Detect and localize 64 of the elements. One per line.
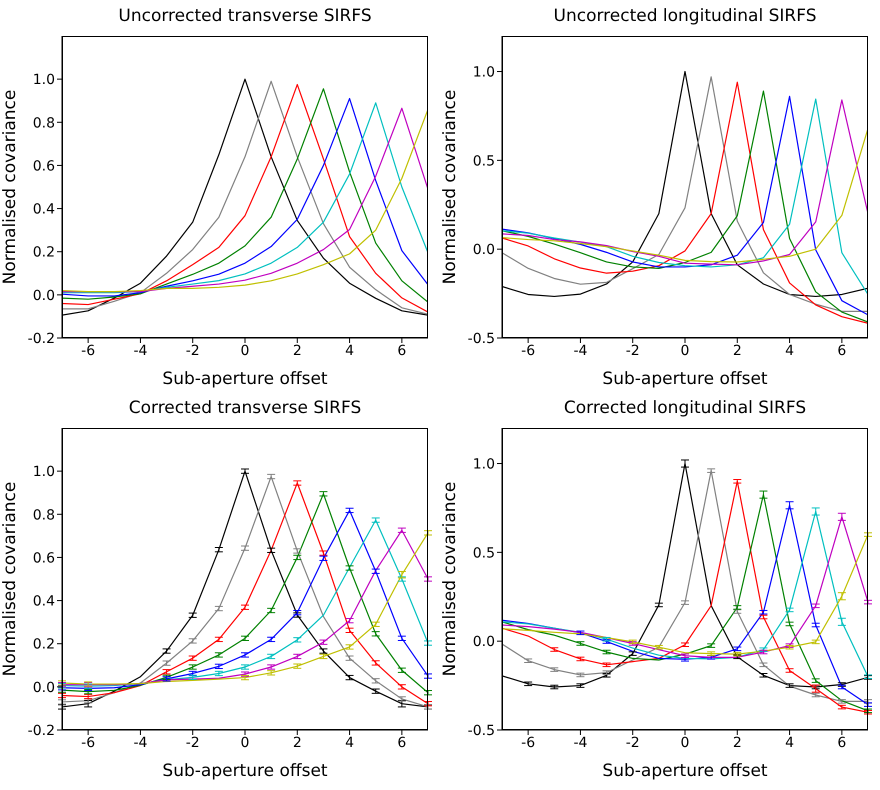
y-tick-label: 0.5 xyxy=(472,153,495,170)
y-tick-label: 1.0 xyxy=(472,64,495,80)
x-tick-label: 2 xyxy=(292,342,302,359)
x-tick-label: 6 xyxy=(397,342,406,359)
x-tick-label: -4 xyxy=(573,342,588,359)
y-tick-label: 0.0 xyxy=(472,242,495,258)
y-tick-label: 1.0 xyxy=(472,456,495,472)
x-tick-label: -2 xyxy=(186,342,200,359)
x-axis-title: Sub-aperture offset xyxy=(602,369,768,389)
y-axis-title: Normalised covariance xyxy=(440,90,460,284)
x-tick-label: 4 xyxy=(345,734,354,751)
x-tick-label: -6 xyxy=(81,734,96,751)
line-series xyxy=(502,99,868,266)
y-tick-label: -0.2 xyxy=(28,330,55,347)
x-tick-label: -4 xyxy=(573,734,588,751)
x-tick-label: -2 xyxy=(626,342,640,359)
x-tick-label: 0 xyxy=(680,734,690,751)
x-tick-label: -2 xyxy=(186,734,200,751)
y-tick-label: 1.0 xyxy=(32,72,55,88)
y-axis-title: Normalised covariance xyxy=(0,90,20,284)
x-tick-label: 4 xyxy=(785,342,794,359)
x-axis-title: Sub-aperture offset xyxy=(162,369,328,389)
y-tick-label: 0.8 xyxy=(32,115,55,132)
x-tick-label: 2 xyxy=(292,734,302,751)
y-tick-label: 0.8 xyxy=(32,507,55,524)
y-axis-title: Normalised covariance xyxy=(0,482,20,676)
x-tick-label: 0 xyxy=(240,342,250,359)
chart-title: Uncorrected longitudinal SIRFS xyxy=(552,6,818,26)
x-tick-label: 6 xyxy=(837,342,846,359)
y-tick-label: 0.4 xyxy=(32,202,56,218)
x-axis-title: Sub-aperture offset xyxy=(602,761,768,781)
y-tick-label: 0.4 xyxy=(32,594,56,610)
x-tick-label: 2 xyxy=(732,734,742,751)
x-tick-label: -6 xyxy=(521,734,536,751)
x-tick-label: 2 xyxy=(732,342,742,359)
y-tick-label: -0.5 xyxy=(468,722,495,739)
y-tick-label: 0.6 xyxy=(32,158,56,174)
y-tick-label: 0.0 xyxy=(472,634,495,650)
y-tick-label: 1.0 xyxy=(32,464,55,480)
y-tick-label: 0.6 xyxy=(32,550,56,566)
y-tick-label: -0.2 xyxy=(28,722,55,739)
x-tick-label: 6 xyxy=(837,734,846,751)
x-tick-label: 0 xyxy=(240,734,250,751)
x-tick-label: -2 xyxy=(626,734,640,751)
y-tick-label: 0.2 xyxy=(32,244,55,261)
x-tick-label: 4 xyxy=(785,734,794,751)
x-tick-label: -6 xyxy=(81,342,96,359)
chart-title: Corrected transverse SIRFS xyxy=(128,398,362,418)
x-tick-label: -4 xyxy=(133,734,148,751)
y-axis-title: Normalised covariance xyxy=(440,482,460,676)
x-tick-label: -6 xyxy=(521,342,536,359)
y-tick-label: 0.5 xyxy=(472,545,495,562)
x-tick-label: -4 xyxy=(133,342,148,359)
chart-title: Corrected longitudinal SIRFS xyxy=(562,398,808,418)
x-tick-label: 0 xyxy=(680,342,690,359)
chart-title: Uncorrected transverse SIRFS xyxy=(117,6,373,26)
y-tick-label: 0.2 xyxy=(32,636,55,653)
y-tick-label: 0.0 xyxy=(32,680,55,696)
x-tick-label: 4 xyxy=(345,342,354,359)
y-tick-label: -0.5 xyxy=(468,330,495,347)
line-series xyxy=(502,128,868,263)
x-axis-title: Sub-aperture offset xyxy=(162,761,328,781)
y-tick-label: 0.0 xyxy=(32,288,55,304)
x-tick-label: 6 xyxy=(397,734,406,751)
